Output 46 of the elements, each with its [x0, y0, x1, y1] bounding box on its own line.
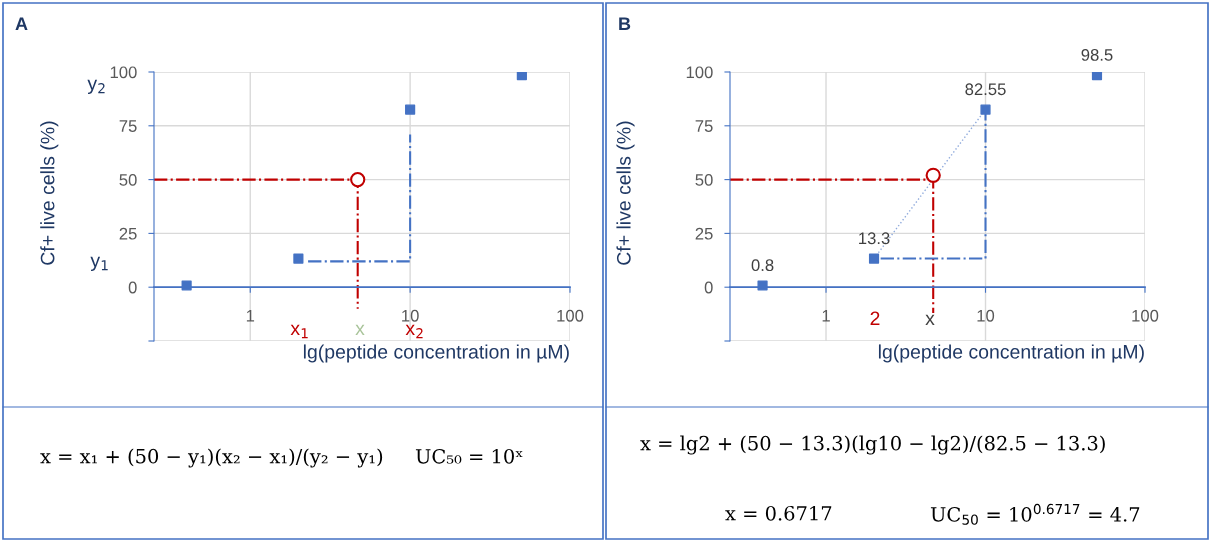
chart-title: B	[619, 17, 631, 30]
y-tick-label: 0	[704, 281, 713, 294]
annotation: x	[355, 324, 365, 336]
point	[757, 280, 768, 291]
chart-title: A	[15, 17, 28, 30]
text: x = 0.6717	[725, 505, 832, 521]
x-tick-label: 1	[822, 310, 830, 322]
x-tick-label: 1	[246, 310, 255, 322]
x-axis-title: lg(peptide concentration in µM)	[878, 344, 1144, 363]
point	[181, 280, 192, 291]
annotation: x$_{2}$	[405, 324, 423, 339]
point	[293, 253, 304, 264]
y-tick-label: 75	[119, 120, 137, 132]
y-tick-label: 0	[128, 281, 137, 294]
x-tick-label: 100	[1132, 309, 1159, 322]
text: UC₅₀ = 10ˣ	[415, 448, 523, 464]
text: y$_{2}$	[87, 79, 105, 94]
y-tick-label: 50	[695, 174, 713, 186]
y-tick-label: 75	[695, 120, 713, 132]
data-label: 0.8	[751, 259, 774, 272]
y-tick-label: 100	[110, 66, 137, 79]
y-tick-label: 50	[119, 174, 137, 186]
x-tick-label: 10	[977, 309, 995, 322]
annotation: x$_{1}$	[290, 324, 308, 339]
data-label: 82.55	[965, 83, 1006, 96]
y-tick-label: 25	[119, 227, 137, 240]
text: x = x₁ + (50 − y₁)(x₂ − x₁)/(y₂ − y₁)	[40, 448, 383, 468]
point	[1091, 72, 1103, 81]
point	[980, 104, 991, 115]
annotation: x	[925, 314, 935, 326]
text: y$_{1}$	[90, 256, 108, 271]
annotation: 2	[870, 311, 880, 326]
y-tick-label: 25	[695, 227, 713, 240]
text: x = lg2 + (50 − 13.3)(lg10 − lg2)/(82.5 − 13.3)	[640, 435, 1105, 455]
data-label: 13.3	[859, 232, 890, 245]
y-axis-title: Cf+ live cells (%)	[616, 121, 635, 265]
point	[405, 104, 416, 115]
point	[516, 72, 527, 81]
x-tick-label: 10	[402, 309, 419, 322]
x-axis-title: lg(peptide concentration in µM)	[303, 344, 569, 363]
y-axis-title: Cf+ live cells (%)	[40, 121, 59, 265]
data-label: 98.5	[1081, 49, 1113, 61]
text: UC$_{50}$ = 10$^{0.6717}$ = 4.7	[930, 503, 1140, 525]
point	[868, 253, 880, 264]
x-tick-label: 100	[557, 309, 584, 322]
y-tick-label: 100	[686, 66, 713, 79]
